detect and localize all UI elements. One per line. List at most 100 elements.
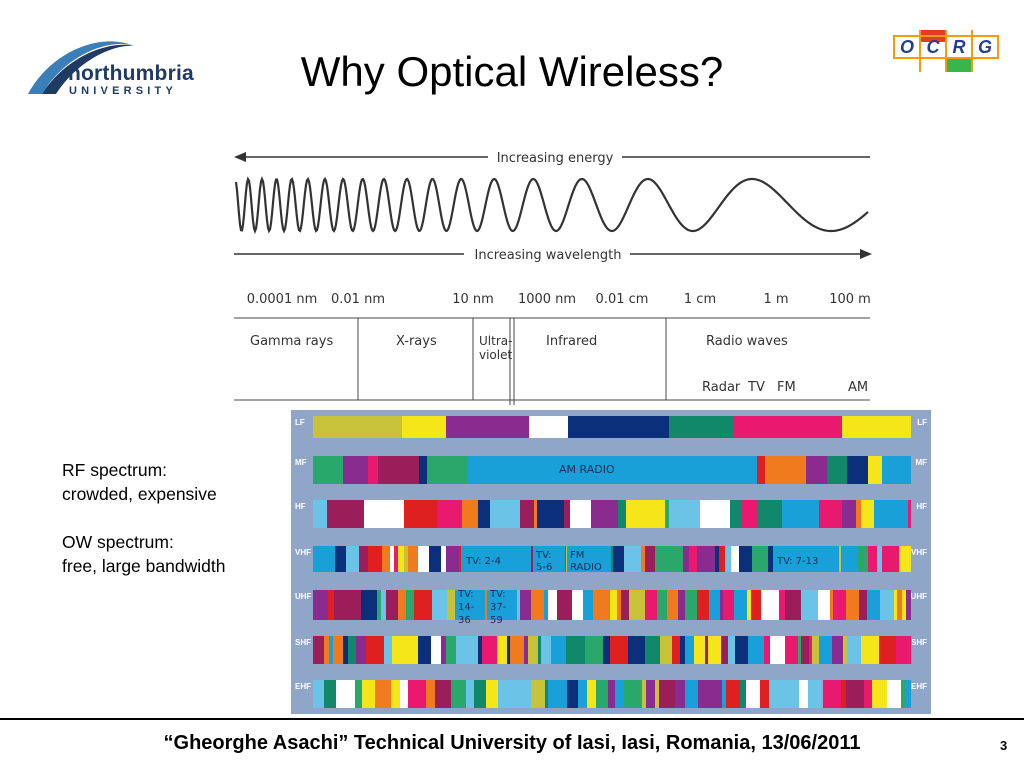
band-segment — [417, 546, 430, 572]
band-segment — [779, 590, 785, 620]
band-segment — [380, 590, 387, 620]
ocrg-letter-o: O — [899, 37, 914, 57]
band-block — [461, 546, 531, 572]
wl-tick: 0.0001 nm — [247, 292, 318, 307]
band-segment — [407, 546, 418, 572]
band-label-right: UHF — [910, 592, 927, 601]
band-block — [487, 590, 517, 620]
band-segment — [431, 636, 442, 664]
band-segment — [741, 500, 752, 528]
band-label-right: EHF — [911, 682, 927, 691]
wave-line — [234, 176, 869, 235]
footer-divider — [0, 718, 1024, 720]
wl-tick: 0.01 cm — [596, 292, 649, 307]
band-segment — [429, 546, 441, 572]
band-segment — [450, 680, 466, 708]
band-segment — [524, 636, 528, 664]
band-segment — [826, 456, 848, 484]
band-segment — [645, 590, 657, 620]
band-segment — [591, 500, 618, 528]
band-segment — [482, 636, 498, 664]
band-segment — [623, 680, 638, 708]
radio-fm: FM — [777, 380, 796, 395]
band-segment — [838, 636, 844, 664]
band-segment — [830, 590, 834, 620]
band-segment — [900, 680, 906, 708]
band-segment — [860, 636, 880, 664]
band-segment — [669, 416, 734, 438]
band-segment — [667, 590, 679, 620]
band-segment — [812, 636, 819, 664]
band-segment — [623, 546, 641, 572]
band-segment — [455, 636, 472, 664]
band-segment — [313, 590, 328, 620]
band-segment — [734, 636, 749, 664]
band-segment — [497, 636, 507, 664]
band-label-left: SHF — [295, 638, 311, 647]
band-segment — [696, 546, 716, 572]
slide-title: Why Optical Wireless? — [300, 48, 724, 95]
band-segment — [879, 590, 894, 620]
band-segment — [807, 680, 823, 708]
band-segment — [693, 636, 706, 664]
band-segment — [366, 636, 384, 664]
band-label-left: EHF — [295, 682, 311, 691]
wl-tick: 100 m — [829, 292, 871, 307]
band-segment — [418, 636, 432, 664]
band-segment — [659, 636, 672, 664]
band-label-left: MF — [295, 458, 307, 467]
band-segment — [729, 500, 742, 528]
band-segment — [653, 636, 660, 664]
band-segment — [664, 500, 669, 528]
band-segment — [405, 590, 415, 620]
band-segment — [768, 680, 782, 708]
band-segment — [612, 546, 624, 572]
band-segment — [715, 680, 723, 708]
band-segment — [873, 500, 909, 528]
band-segment — [567, 680, 578, 708]
footer-text: “Gheorghe Asachi” Technical University o… — [163, 732, 861, 754]
band-segment — [541, 636, 551, 664]
label-tv-37b: 37- — [490, 602, 507, 613]
band-segment — [887, 680, 901, 708]
band-segment — [584, 636, 603, 664]
band-label-right: VHF — [911, 548, 927, 557]
band-segment — [655, 546, 669, 572]
band-segment — [910, 546, 911, 572]
band-segment — [398, 590, 406, 620]
band-segment — [313, 456, 343, 484]
band-segment — [846, 590, 860, 620]
band-segment — [364, 500, 405, 528]
band-segment — [400, 680, 409, 708]
band-block — [455, 590, 485, 620]
band-segment — [901, 590, 906, 620]
label-fm-radio: RADIO — [570, 562, 602, 573]
ocrg-letter-r: R — [952, 37, 966, 57]
band-segment — [739, 546, 752, 572]
ocrg-grid-icon — [893, 30, 999, 72]
region-xrays: X-rays — [396, 334, 437, 349]
radio-am: AM — [848, 380, 868, 395]
band-segment — [629, 590, 646, 620]
band-segment — [682, 546, 689, 572]
label-tv-37: TV: — [490, 589, 506, 600]
band-segment — [908, 500, 911, 528]
band-segment — [726, 680, 740, 708]
band-segment — [383, 636, 393, 664]
band-segment — [684, 636, 694, 664]
band-segment — [859, 590, 868, 620]
band-segment — [764, 636, 770, 664]
band-segment — [728, 636, 735, 664]
band-segment — [818, 636, 832, 664]
label-tv-14b: 14- — [458, 602, 475, 613]
band-segment — [389, 546, 394, 572]
band-segment — [617, 500, 626, 528]
band-segment — [877, 546, 883, 572]
band-segment — [646, 680, 655, 708]
band-segment — [338, 636, 344, 664]
ow-note-1: OW spectrum: — [62, 532, 174, 552]
band-segment — [602, 680, 608, 708]
band-segment — [361, 680, 376, 708]
band-segment — [462, 500, 479, 528]
band-segment — [582, 590, 593, 620]
